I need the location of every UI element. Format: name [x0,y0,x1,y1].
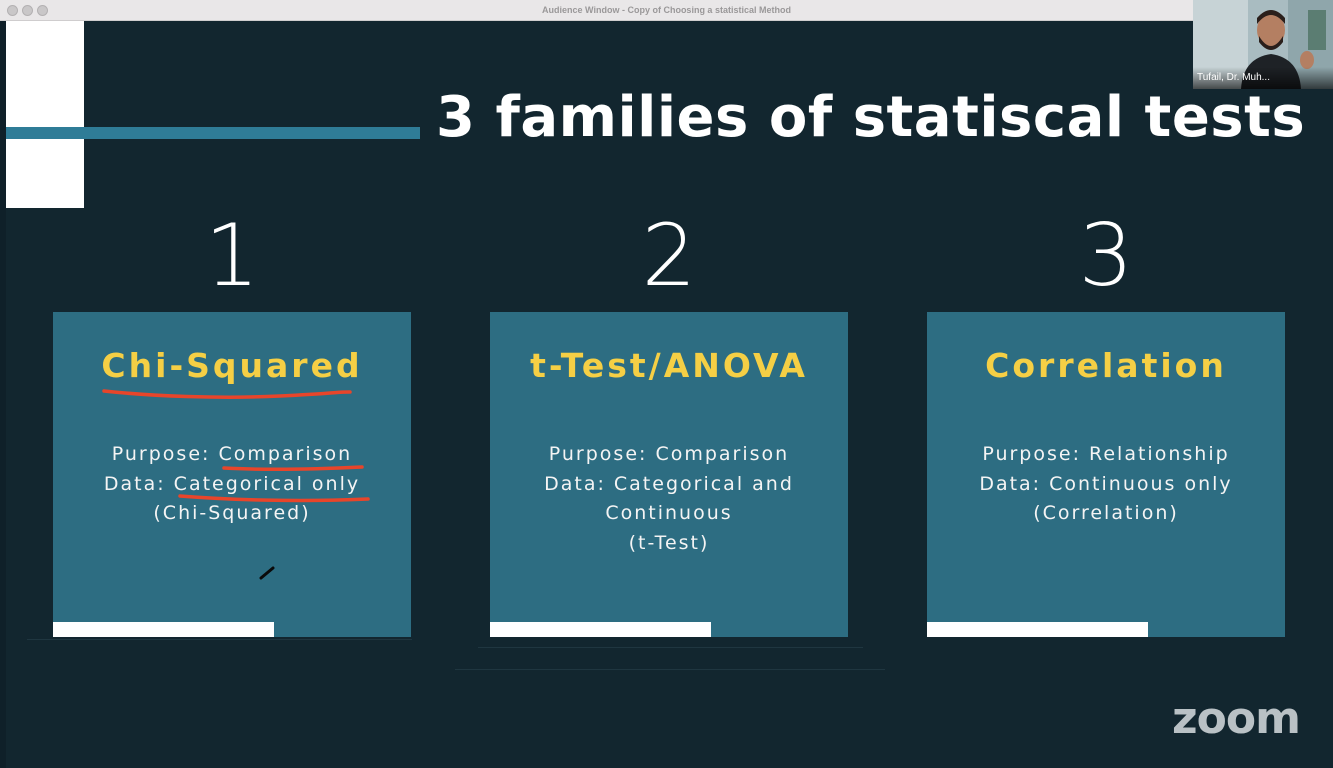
card-data: Data: Categorical and [544,472,794,495]
card-footer-bar [927,622,1148,637]
card-body: Purpose: Comparison Data: Categorical on… [53,440,411,529]
card-heading: Chi-Squared [101,346,363,385]
participant-name-label: Tufail, Dr. Muh... [1193,67,1333,89]
participant-video-tile[interactable]: Tufail, Dr. Muh... [1193,0,1333,89]
card-chi-squared: Chi-Squared Purpose: Comparison Data: Ca… [53,312,411,637]
zoom-logo: zoom [1172,693,1301,744]
card-shadow-line [478,647,863,648]
window-title: Audience Window - Copy of Choosing a sta… [542,5,791,15]
card-purpose: Purpose: Comparison [111,443,353,465]
card-body: Purpose: Comparison Data: Categorical an… [490,440,848,558]
card-data: Data: Continuous only [979,472,1233,495]
card-footer-bar [53,622,274,637]
window-maximize-button[interactable] [37,5,48,16]
window-close-button[interactable] [7,5,18,16]
slide-title: 3 families of statiscal tests [436,85,1306,150]
card-line-3: (Chi-Squared) [153,502,311,524]
window-minimize-button[interactable] [22,5,33,16]
card-heading: Correlation [985,346,1227,385]
card-shadow-line [455,669,885,670]
card-t-test-anova: t-Test/ANOVA Purpose: Comparison Data: C… [490,312,848,637]
shared-slide: 3 families of statiscal tests 1 2 3 Chi-… [0,21,1333,768]
card-heading: t-Test/ANOVA [530,346,808,385]
card-line-3: Continuous [605,502,733,524]
card-purpose: Purpose: Comparison [548,443,790,465]
family-number-3: 3 [1078,206,1134,306]
family-number-2: 2 [641,206,697,306]
decorative-white-block [6,21,84,208]
card-line-3: (Correlation) [1033,502,1179,524]
family-number-1: 1 [204,206,260,306]
card-body: Purpose: Relationship Data: Continuous o… [927,440,1285,529]
slide-left-edge [0,21,6,768]
card-correlation: Correlation Purpose: Relationship Data: … [927,312,1285,637]
window-titlebar: Audience Window - Copy of Choosing a sta… [0,0,1333,21]
card-line-4: (t-Test) [628,531,710,554]
card-footer-bar [490,622,711,637]
card-data: Data: Categorical only [103,472,361,495]
decorative-accent-bar [6,127,420,139]
card-purpose: Purpose: Relationship [982,443,1230,465]
card-shadow-line [27,639,412,640]
